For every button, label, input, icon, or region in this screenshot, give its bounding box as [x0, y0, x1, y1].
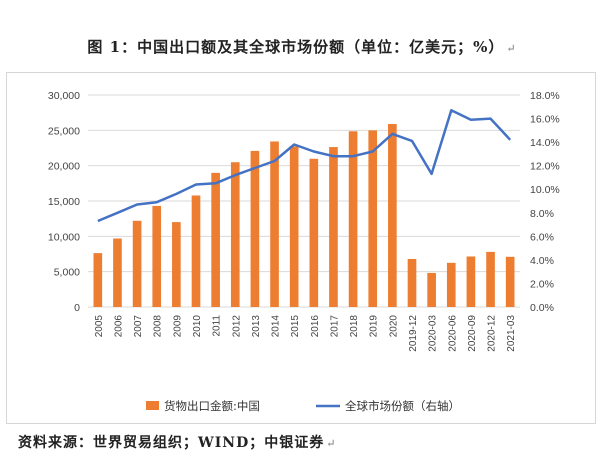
bar	[250, 150, 260, 307]
bar	[407, 258, 417, 307]
figure-title: 图 1：中国出口额及其全球市场份额（单位：亿美元；%） ↵	[0, 36, 604, 57]
x-tick-label: 2009	[172, 315, 183, 338]
source-text: 资料来源：世界贸易组织；WIND；中银证券	[18, 435, 325, 451]
y-right-tick-label: 10.0%	[530, 184, 560, 196]
bar	[191, 195, 201, 307]
bar	[211, 172, 220, 307]
y-left-tick-label: 0	[74, 302, 80, 314]
x-tick-label: 2019-12	[408, 315, 419, 352]
x-tick-label: 2017	[329, 315, 340, 338]
bar	[172, 222, 181, 307]
return-mark-icon: ↵	[506, 42, 517, 55]
bar	[270, 141, 279, 307]
y-right-tick-label: 0.0%	[530, 302, 554, 314]
chart-frame	[6, 72, 596, 424]
x-tick-label: 2005	[94, 315, 105, 338]
x-tick-label: 2013	[251, 315, 262, 338]
share-line	[97, 109, 512, 223]
bar	[93, 253, 103, 307]
y-left-tick-label: 20,000	[48, 161, 80, 173]
y-left-tick-label: 30,000	[48, 90, 80, 102]
source-note: 资料来源：世界贸易组织；WIND；中银证券 ↵	[18, 432, 336, 452]
y-right-tick-label: 14.0%	[530, 137, 560, 149]
x-tick-label: 2006	[113, 315, 124, 338]
x-tick-label: 2020	[388, 315, 399, 338]
bar	[289, 146, 299, 307]
x-tick-label: 2008	[153, 315, 164, 338]
y-right-tick-label: 8.0%	[530, 208, 554, 220]
bar	[152, 205, 162, 307]
x-tick-label: 2018	[349, 315, 360, 338]
x-tick-label: 2010	[192, 315, 203, 338]
bar	[368, 130, 378, 307]
x-tick-label: 2007	[133, 315, 144, 338]
bar	[505, 256, 515, 307]
y-right-tick-label: 12.0%	[530, 161, 560, 173]
bar	[348, 131, 358, 307]
y-left-tick-label: 10,000	[48, 231, 80, 243]
y-right-tick-label: 18.0%	[530, 90, 560, 102]
y-left-tick-label: 15,000	[48, 196, 80, 208]
x-tick-label: 2016	[310, 315, 321, 338]
legend-label-bar: 货物出口金额:中国	[164, 399, 260, 413]
x-tick-label: 2020-03	[428, 315, 439, 352]
bar	[486, 251, 495, 307]
x-tick-label: 2015	[290, 315, 301, 338]
bar	[466, 256, 476, 307]
x-tick-label: 2011	[212, 315, 223, 337]
source-return-mark-icon: ↵	[326, 437, 337, 450]
legend-swatch-bar	[146, 401, 159, 410]
x-tick-label: 2014	[271, 315, 282, 338]
figure-title-text: 图 1：中国出口额及其全球市场份额（单位：亿美元；%）	[87, 38, 505, 56]
bar	[329, 147, 338, 307]
y-left-tick-label: 25,000	[48, 125, 80, 137]
y-right-tick-label: 16.0%	[530, 114, 560, 126]
x-tick-label: 2021-03	[506, 315, 517, 352]
x-tick-label: 2020-06	[447, 315, 458, 352]
y-right-tick-label: 4.0%	[530, 255, 554, 267]
bar	[230, 162, 240, 307]
y-right-tick-label: 2.0%	[530, 278, 554, 290]
bar	[132, 220, 142, 307]
x-tick-label: 2019	[369, 315, 380, 338]
y-left-tick-label: 5,000	[54, 267, 80, 279]
bar	[446, 262, 456, 307]
bar	[388, 123, 397, 308]
bar	[113, 238, 122, 307]
x-tick-label: 2020-09	[467, 315, 478, 352]
x-tick-label: 2020-12	[487, 315, 498, 352]
bar	[309, 158, 319, 307]
bar	[427, 272, 436, 307]
legend-label-line: 全球市场份额（右轴）	[345, 399, 460, 413]
y-right-tick-label: 6.0%	[530, 231, 554, 243]
x-tick-label: 2012	[231, 315, 242, 338]
